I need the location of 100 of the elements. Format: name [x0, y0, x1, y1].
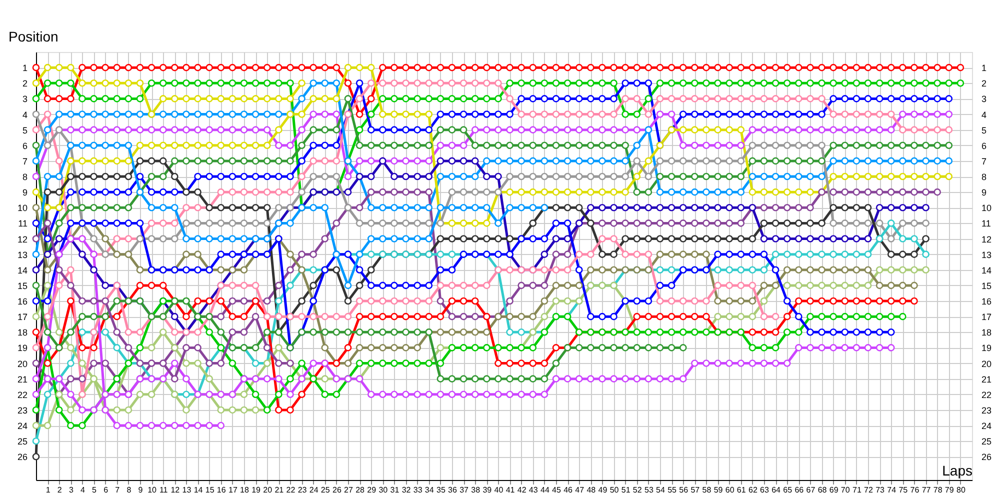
x-tick-label: 22 [286, 486, 296, 494]
x-tick-label: 61 [736, 486, 746, 494]
x-tick-label: 69 [829, 486, 839, 494]
x-tick-label: 3 [68, 486, 74, 494]
x-tick-label: 19 [252, 486, 262, 494]
x-tick-label: 2 [57, 486, 62, 494]
x-tick-label: 74 [887, 486, 897, 494]
x-tick-label: 30 [378, 486, 388, 494]
x-tick-label: 18 [240, 486, 250, 494]
y-tick-label: 5 [22, 125, 28, 136]
y2-tick-label: 22 [982, 390, 992, 400]
y2-tick-label: 8 [982, 172, 987, 182]
x-tick-label: 27 [344, 486, 354, 494]
x-tick-label: 34 [424, 486, 434, 494]
y2-tick-label: 26 [982, 452, 992, 462]
y-tick-label: 24 [17, 421, 28, 432]
x-tick-label: 15 [205, 486, 215, 494]
y-tick-label: 25 [17, 436, 28, 447]
x-tick-label: 56 [679, 486, 689, 494]
y2-tick-label: 19 [982, 343, 992, 354]
y2-tick-label: 3 [982, 94, 987, 104]
y-tick-label: 23 [17, 405, 28, 416]
x-tick-label: 5 [92, 486, 98, 494]
y-tick-label: 10 [17, 203, 28, 214]
x-tick-label: 4 [80, 486, 86, 494]
x-tick-label: 33 [413, 486, 423, 494]
x-tick-label: 23 [298, 486, 308, 494]
y2-tick-label: 10 [982, 203, 992, 214]
x-tick-label: 66 [794, 486, 804, 494]
x-tick-label: 58 [702, 486, 712, 494]
y2-tick-label: 6 [982, 140, 987, 151]
x-tick-label: 60 [725, 486, 735, 494]
x-tick-label: 7 [115, 486, 120, 494]
x-tick-label: 73 [876, 486, 886, 494]
y2-tick-label: 1 [982, 63, 987, 74]
y-tick-label: 16 [17, 296, 28, 307]
x-tick-label: 25 [320, 486, 330, 494]
y-tick-label: 17 [17, 312, 28, 322]
y2-tick-label: 23 [982, 405, 992, 416]
x-tick-label: 48 [586, 486, 596, 494]
x-tick-label: 13 [182, 486, 192, 494]
x-tick-label: 8 [126, 486, 132, 494]
y2-tick-label: 20 [982, 358, 992, 369]
x-tick-label: 78 [933, 486, 943, 494]
y2-tick-label: 2 [982, 78, 987, 89]
x-tick-label: 26 [332, 486, 342, 494]
y2-tick-label: 11 [982, 218, 991, 229]
y-tick-label: 7 [22, 156, 28, 166]
x-tick-label: 9 [138, 486, 144, 494]
y2-tick-label: 18 [982, 328, 992, 338]
y-tick-label: 15 [17, 280, 28, 291]
y2-tick-label: 17 [982, 312, 992, 322]
x-tick-label: 11 [159, 486, 168, 494]
x-axis-title: Laps [942, 462, 972, 478]
y-tick-label: 19 [17, 343, 28, 354]
x-tick-label: 80 [956, 486, 966, 494]
y2-tick-label: 7 [982, 156, 987, 166]
x-tick-label: 57 [690, 486, 700, 494]
y2-tick-label: 5 [982, 125, 987, 136]
x-tick-label: 71 [852, 486, 862, 494]
x-tick-label: 37 [460, 486, 470, 494]
x-tick-label: 70 [840, 486, 850, 494]
x-tick-label: 55 [668, 486, 678, 494]
x-tick-label: 36 [448, 486, 458, 494]
y-tick-label: 22 [17, 390, 28, 400]
x-tick-label: 43 [528, 486, 538, 494]
y2-tick-label: 4 [982, 110, 987, 120]
y-tick-label: 8 [22, 172, 28, 182]
x-tick-label: 68 [818, 486, 828, 494]
x-tick-label: 46 [564, 486, 574, 494]
x-tick-label: 35 [436, 486, 446, 494]
x-tick-label: 67 [806, 486, 816, 494]
x-tick-label: 20 [263, 486, 273, 494]
x-tick-label: 64 [772, 486, 782, 494]
y2-tick-label: 15 [982, 280, 992, 291]
x-tick-label: 52 [632, 486, 642, 494]
y-tick-label: 26 [17, 452, 28, 462]
y-tick-label: 14 [17, 265, 28, 276]
x-tick-label: 47 [575, 486, 585, 494]
y-tick-label: 3 [22, 94, 28, 104]
y-tick-label: 4 [22, 110, 28, 120]
x-tick-label: 49 [598, 486, 608, 494]
x-tick-label: 54 [656, 486, 666, 494]
y2-tick-label: 16 [982, 296, 992, 307]
y-tick-label: 6 [22, 140, 28, 151]
x-tick-label: 32 [402, 486, 412, 494]
x-tick-label: 72 [864, 486, 874, 494]
y2-tick-label: 24 [982, 421, 992, 432]
x-tick-label: 79 [944, 486, 954, 494]
y-tick-label: 18 [17, 328, 28, 338]
x-tick-label: 50 [610, 486, 620, 494]
y-tick-label: 21 [17, 374, 28, 384]
x-tick-label: 44 [540, 486, 550, 494]
x-tick-label: 40 [494, 486, 504, 494]
x-tick-label: 62 [748, 486, 758, 494]
x-tick-label: 16 [216, 486, 226, 494]
x-tick-label: 10 [148, 486, 158, 494]
x-tick-label: 14 [194, 486, 204, 494]
x-tick-label: 28 [356, 486, 366, 494]
x-tick-label: 77 [922, 486, 932, 494]
